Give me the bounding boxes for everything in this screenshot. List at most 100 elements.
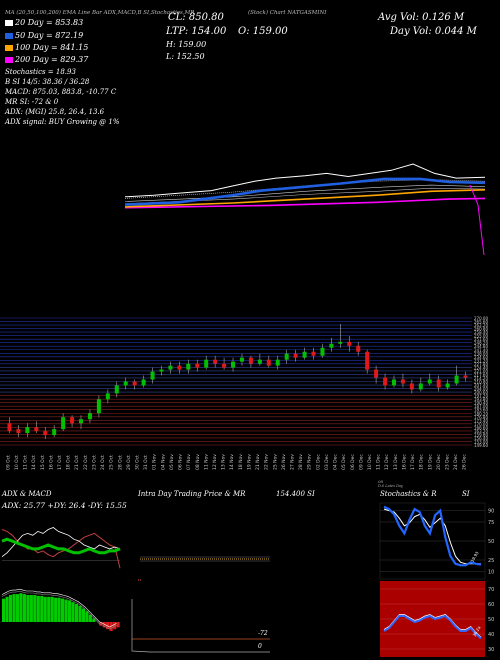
macd-bar	[113, 622, 117, 630]
macd-bar	[99, 622, 103, 626]
price-tick-label: 159.80	[474, 432, 488, 437]
date-tick-label: 30 Oct	[134, 455, 140, 470]
candle-body	[231, 361, 236, 368]
candle-body	[213, 359, 218, 364]
candle-chart-panel: 270.00 265.60 262.20 260.80 258.40 255.00 251.…	[0, 310, 500, 485]
price-tick-label: 200.60	[474, 390, 488, 395]
date-tick-label: 23 Oct	[91, 455, 97, 470]
macd-bar	[12, 594, 16, 622]
macd-bar	[50, 596, 54, 622]
candle-body	[239, 357, 244, 362]
candle-body	[34, 427, 39, 432]
date-tick-label: 22 Nov	[264, 454, 270, 470]
stoch-axis-label: 10	[488, 569, 494, 575]
candle-body	[43, 431, 48, 436]
adx-reading: ADX: 25.77 +DY: 26.4 -DY: 15.55	[2, 501, 127, 510]
macd-bar	[8, 595, 13, 622]
macd-bar	[64, 599, 68, 622]
macd-bar	[106, 622, 110, 630]
candle-body	[61, 417, 66, 430]
date-tick-label: 02 Dec	[315, 454, 321, 470]
price-tick-label: 183.60	[474, 408, 488, 413]
date-tick-label: 13 Dec	[393, 454, 399, 470]
date-tick-label: 25 Oct	[109, 455, 115, 470]
ema-line-3	[124, 187, 486, 205]
macd-bar	[29, 595, 33, 622]
macd-bar	[116, 622, 120, 628]
si-axis-label: 50	[488, 617, 494, 623]
price-tick-label: 166.60	[474, 425, 488, 430]
stoch-k-line	[383, 505, 482, 567]
ma-chart-panel: MA (20,50,100,200) EMA Line Bar ADX,MACD…	[0, 0, 500, 310]
date-tick-label: 04 Nov	[160, 454, 166, 470]
candle-body	[177, 365, 182, 370]
candle-body	[52, 429, 57, 436]
intraday-mr-value: -72	[258, 630, 268, 637]
candle-body	[427, 379, 432, 384]
date-tick-label: 17 Dec	[410, 454, 416, 470]
si-axis-label: 30	[488, 647, 494, 653]
date-tick-label: 28 Oct	[117, 455, 123, 470]
legend-swatch-ma100	[5, 45, 13, 51]
candle-body	[141, 379, 146, 386]
intraday-svg	[131, 556, 270, 653]
stochastics-line: Stochastics = 18.93	[5, 68, 76, 76]
date-tick-label: 25 Nov	[272, 454, 278, 470]
date-tick-label: 08 Nov	[195, 454, 201, 470]
date-tick-label: 20 Dec	[436, 454, 442, 470]
price-tick-label: 163.20	[474, 429, 488, 434]
date-tick-label: 17 Oct	[57, 455, 63, 470]
candle-body	[383, 377, 388, 386]
intraday-mr-curve	[131, 599, 270, 653]
date-tick-label: 27 Nov	[289, 454, 295, 470]
si-axis-label: 60	[488, 602, 494, 608]
macd-bar	[19, 593, 23, 622]
candle-body	[436, 379, 441, 388]
legend-label-ma20: 20 Day = 853.83	[15, 18, 84, 27]
candle-body	[275, 359, 280, 366]
legend-label-ma200: 200 Day = 829.37	[15, 55, 89, 64]
macd-bar	[47, 596, 51, 622]
candle-body	[79, 419, 84, 424]
si-axis-label: 70	[488, 587, 494, 593]
date-tick-label: 13 Nov	[221, 454, 227, 470]
macd-bar	[92, 618, 96, 622]
candle-body	[454, 375, 459, 384]
candle-body	[418, 383, 423, 390]
price-tick-label: 251.60	[474, 337, 488, 342]
price-tick-label: 204.00	[474, 387, 488, 392]
date-tick-label: 18 Nov	[238, 454, 244, 470]
date-tick-label: 23 Dec	[444, 454, 450, 470]
candle-body	[186, 363, 191, 370]
stoch-axis-label: 50	[488, 539, 494, 545]
date-tick-label: 09 Oct	[5, 455, 11, 470]
stoch-panel: 08 D.S Lates Day Stochastics & R SI 90 75…	[378, 479, 500, 660]
adx-macd-title: ADX & MACD	[2, 490, 52, 498]
ma-lines-svg	[124, 163, 486, 256]
b-si-line: B SI 14/5: 38.36 / 36.28	[5, 78, 90, 86]
date-tick-label: 24 Dec	[453, 454, 459, 470]
date-tick-label: 09 Dec	[358, 454, 364, 470]
date-tick-label: 06 Nov	[178, 454, 184, 470]
top-info-line: MA (20,50,100,200) EMA Line Bar ADX,MACD…	[5, 10, 195, 16]
cl-value: CL: 850.80	[168, 12, 224, 23]
candle-body	[168, 365, 173, 370]
candle-body	[114, 385, 119, 394]
date-tick-label: 15 Oct	[40, 455, 46, 470]
high-value: H: 159.00	[166, 40, 207, 49]
ema-dotted-line-1	[124, 179, 486, 199]
candle-body	[150, 371, 155, 380]
macd-signal-line	[1, 588, 117, 628]
date-tick-label: 01 Nov	[152, 454, 158, 470]
macd-bar	[43, 596, 47, 622]
date-tick-label: 10 Dec	[367, 454, 373, 470]
stoch-axis-label: 90	[488, 509, 494, 515]
date-tick-label: 04 Dec	[333, 454, 339, 470]
macd-bar	[15, 594, 20, 622]
price-tick-label: 224.40	[474, 365, 488, 370]
avg-vol-value: Avg Vol: 0.126 M	[378, 12, 465, 23]
candle-body	[70, 417, 75, 424]
date-tick-label: 12 Nov	[212, 454, 218, 470]
price-tick-label: 176.80	[474, 415, 488, 420]
price-tick-label: 227.80	[474, 362, 488, 367]
